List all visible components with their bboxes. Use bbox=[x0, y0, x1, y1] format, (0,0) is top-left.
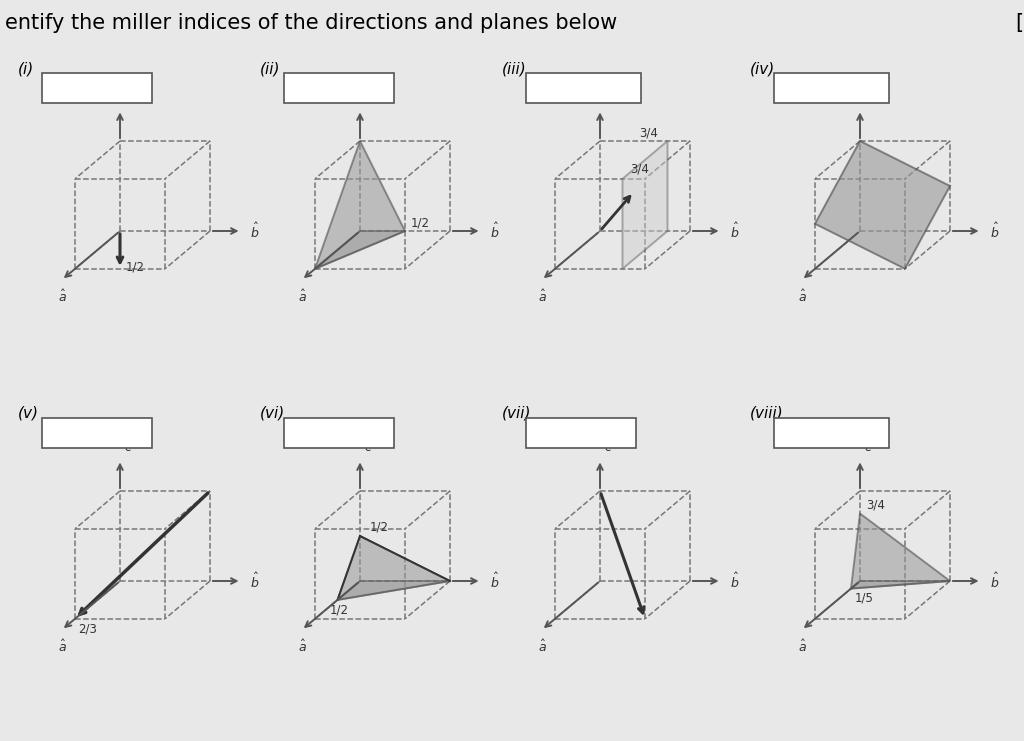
Text: $\hat{b}$: $\hat{b}$ bbox=[990, 222, 999, 241]
Text: 1/2: 1/2 bbox=[126, 261, 145, 274]
Text: 1/2: 1/2 bbox=[330, 604, 348, 617]
Text: $\hat{b}$: $\hat{b}$ bbox=[730, 222, 740, 241]
Text: 3/4: 3/4 bbox=[631, 163, 649, 176]
Text: $\hat{c}$: $\hat{c}$ bbox=[604, 439, 612, 456]
Text: 1/2: 1/2 bbox=[370, 520, 389, 533]
Text: $\hat{a}$: $\hat{a}$ bbox=[538, 289, 547, 305]
FancyBboxPatch shape bbox=[284, 418, 394, 448]
Text: $\hat{c}$: $\hat{c}$ bbox=[364, 439, 373, 456]
Text: (v): (v) bbox=[18, 406, 39, 421]
Text: $\hat{a}$: $\hat{a}$ bbox=[58, 639, 67, 655]
Text: (vi): (vi) bbox=[260, 406, 286, 421]
Polygon shape bbox=[315, 231, 406, 269]
FancyBboxPatch shape bbox=[284, 73, 394, 103]
Text: $\hat{c}$: $\hat{c}$ bbox=[604, 90, 612, 105]
FancyBboxPatch shape bbox=[774, 418, 889, 448]
Text: $\hat{a}$: $\hat{a}$ bbox=[538, 639, 547, 655]
Polygon shape bbox=[315, 141, 406, 269]
Text: $\hat{a}$: $\hat{a}$ bbox=[298, 289, 307, 305]
Text: $\hat{b}$: $\hat{b}$ bbox=[490, 222, 500, 241]
Text: (vii): (vii) bbox=[502, 406, 531, 421]
FancyBboxPatch shape bbox=[774, 73, 889, 103]
Text: $\hat{c}$: $\hat{c}$ bbox=[864, 90, 872, 105]
Text: 2/3: 2/3 bbox=[78, 622, 97, 636]
Polygon shape bbox=[851, 514, 950, 588]
Text: $\hat{c}$: $\hat{c}$ bbox=[124, 90, 133, 105]
Text: $\hat{b}$: $\hat{b}$ bbox=[990, 571, 999, 591]
Text: $\hat{b}$: $\hat{b}$ bbox=[490, 571, 500, 591]
Text: $\hat{c}$: $\hat{c}$ bbox=[124, 439, 133, 456]
Polygon shape bbox=[338, 581, 450, 600]
FancyBboxPatch shape bbox=[526, 418, 636, 448]
FancyBboxPatch shape bbox=[42, 418, 152, 448]
Polygon shape bbox=[623, 141, 668, 269]
Text: $\hat{c}$: $\hat{c}$ bbox=[864, 439, 872, 456]
Text: (i): (i) bbox=[18, 61, 34, 76]
Text: (iv): (iv) bbox=[750, 61, 775, 76]
Text: 1/5: 1/5 bbox=[855, 591, 873, 605]
Text: entify the miller indices of the directions and planes below: entify the miller indices of the directi… bbox=[5, 13, 617, 33]
Text: (ii): (ii) bbox=[260, 61, 281, 76]
Polygon shape bbox=[338, 536, 450, 600]
Text: 1/2: 1/2 bbox=[411, 217, 430, 230]
Text: $\hat{a}$: $\hat{a}$ bbox=[798, 639, 807, 655]
Text: 3/4: 3/4 bbox=[640, 127, 658, 140]
Polygon shape bbox=[815, 141, 950, 269]
Text: $\hat{b}$: $\hat{b}$ bbox=[251, 571, 260, 591]
FancyBboxPatch shape bbox=[42, 73, 152, 103]
Text: $\hat{a}$: $\hat{a}$ bbox=[798, 289, 807, 305]
Text: $\hat{b}$: $\hat{b}$ bbox=[730, 571, 740, 591]
Text: $\hat{b}$: $\hat{b}$ bbox=[251, 222, 260, 241]
Text: (viii): (viii) bbox=[750, 406, 783, 421]
FancyBboxPatch shape bbox=[526, 73, 641, 103]
Text: $\hat{a}$: $\hat{a}$ bbox=[58, 289, 67, 305]
Polygon shape bbox=[851, 581, 950, 588]
Text: [8: [8 bbox=[1015, 13, 1024, 33]
Text: (iii): (iii) bbox=[502, 61, 526, 76]
Text: $\hat{a}$: $\hat{a}$ bbox=[298, 639, 307, 655]
Text: 3/4: 3/4 bbox=[866, 499, 885, 511]
Text: $\hat{c}$: $\hat{c}$ bbox=[364, 90, 373, 105]
